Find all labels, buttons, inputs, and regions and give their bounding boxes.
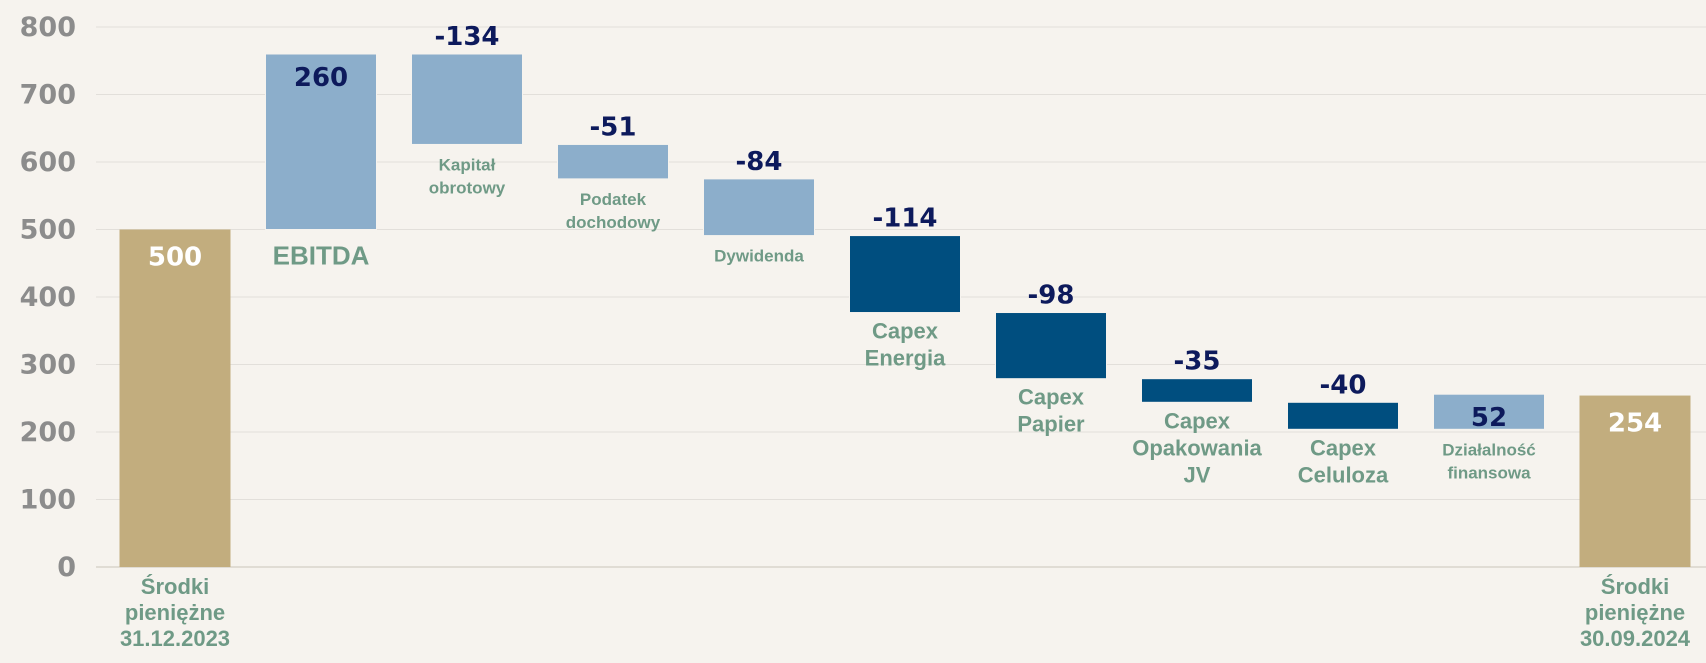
category-label: obrotowy <box>429 178 506 197</box>
value-label: 254 <box>1608 409 1662 439</box>
y-tick-label: 700 <box>20 80 76 111</box>
category-label: EBITDA <box>273 241 370 271</box>
category-label: pieniężne <box>1585 600 1685 625</box>
bar <box>1287 401 1399 430</box>
y-axis-ticks: 0 100 200 300 400 500 600 700 800 <box>20 12 76 583</box>
y-tick-label: 100 <box>20 485 76 516</box>
y-tick-label: 0 <box>57 552 76 583</box>
bar <box>411 53 523 145</box>
bar <box>557 143 669 180</box>
category-label: Capex <box>1018 385 1085 410</box>
category-label: Kapitał <box>439 155 496 174</box>
category-label: Capex <box>872 319 939 344</box>
category-label: Energia <box>865 346 946 371</box>
category-label: Środki <box>1601 574 1669 599</box>
category-label: JV <box>1184 462 1211 487</box>
value-label: 500 <box>148 243 202 273</box>
value-label: 52 <box>1471 403 1507 433</box>
category-label: Capex <box>1164 408 1231 433</box>
category-label: pieniężne <box>125 600 225 625</box>
value-label: -51 <box>590 112 637 142</box>
value-label: -134 <box>434 22 499 52</box>
category-label: dochodowy <box>566 213 661 232</box>
y-tick-label: 500 <box>20 215 76 246</box>
bar <box>265 53 377 230</box>
category-label: finansowa <box>1447 463 1531 482</box>
value-label: -114 <box>872 204 937 234</box>
bar <box>1141 378 1253 403</box>
category-label: Opakowania <box>1132 435 1262 460</box>
category-label: Dywidenda <box>714 247 804 266</box>
category-label: Podatek <box>580 190 647 209</box>
value-label: -84 <box>736 147 783 177</box>
value-label: -40 <box>1320 370 1367 400</box>
bar <box>1579 395 1691 567</box>
y-tick-label: 300 <box>20 350 76 381</box>
y-tick-label: 800 <box>20 12 76 43</box>
category-label: Celuloza <box>1298 462 1389 487</box>
category-label: 31.12.2023 <box>120 626 230 651</box>
y-tick-label: 400 <box>20 282 76 313</box>
category-label: Papier <box>1017 412 1085 437</box>
bar <box>849 235 961 314</box>
category-label: Capex <box>1310 435 1377 460</box>
bars <box>119 53 1691 567</box>
bar <box>703 178 815 237</box>
value-labels: 500 260 -134 -51 -84 -114 -98 -35 -40 52 254 <box>148 22 1662 439</box>
bar <box>995 312 1107 380</box>
value-label: -35 <box>1174 347 1221 377</box>
bar <box>119 229 231 567</box>
category-labels: Środkipieniężne31.12.2023EBITDAKapitałob… <box>120 155 1691 651</box>
y-tick-label: 200 <box>20 417 76 448</box>
category-label: Środki <box>141 574 209 599</box>
value-label: 260 <box>294 63 348 93</box>
y-tick-label: 600 <box>20 147 76 178</box>
bar <box>1433 393 1545 430</box>
category-label: Działalność <box>1442 440 1536 459</box>
value-label: -98 <box>1028 281 1075 311</box>
category-label: 30.09.2024 <box>1580 626 1691 651</box>
